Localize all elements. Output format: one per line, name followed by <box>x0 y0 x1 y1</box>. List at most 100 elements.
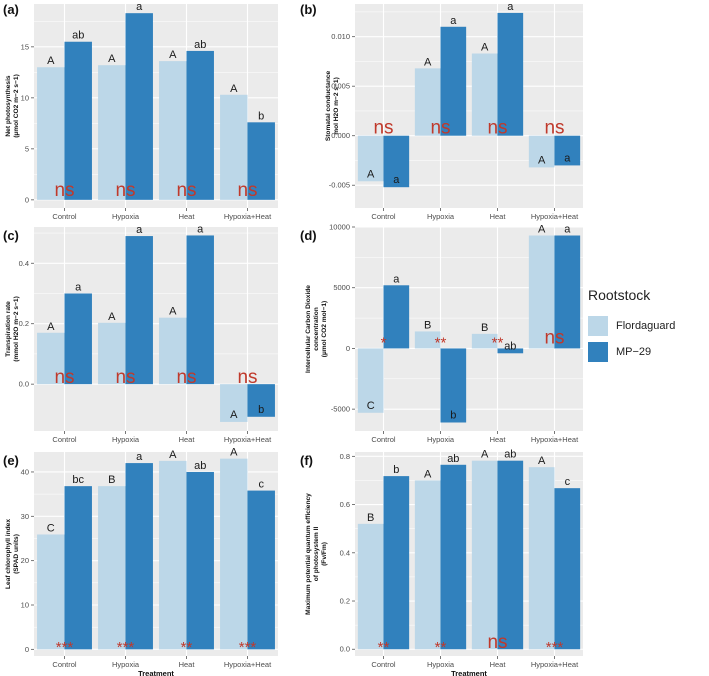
p1-letter-mp-29-hypoxia-heat: b <box>258 110 264 122</box>
p3-bar-mp-29-heat <box>186 235 214 385</box>
p2-y-tick-label: 0.005 <box>331 82 350 91</box>
p5-y-tick-label: 40 <box>21 467 29 476</box>
p4-x-tick-label-control: Control <box>371 435 396 444</box>
p5-x-tick-label-hypoxia-heat: Hypoxia+Heat <box>224 660 272 669</box>
p1-letter-flordaguard-control: A <box>47 55 55 67</box>
p2-y-axis-label: Stomatal conductancemol H2O m−2 s−1) <box>325 70 340 141</box>
p5-x-tick-label-control: Control <box>52 660 77 669</box>
p5-bar-mp-29-control <box>64 486 92 650</box>
p4-sig-heat: ** <box>492 335 504 352</box>
p6-y-tick-label: 0.2 <box>340 597 350 606</box>
p6-panel-tag: (f) <box>300 453 313 468</box>
p3-x-tick-label-hypoxia-heat: Hypoxia+Heat <box>224 435 272 444</box>
p2-bar-mp-29-hypoxia-heat <box>554 135 581 166</box>
p4-letter-flordaguard-hypoxia-heat: A <box>538 224 546 236</box>
p5-letter-mp-29-hypoxia: a <box>136 451 143 463</box>
p2-bar-mp-29-hypoxia <box>440 26 467 136</box>
p1-x-tick-label-heat: Heat <box>179 212 196 221</box>
p4-letter-mp-29-control: a <box>393 273 400 285</box>
p4-letter-mp-29-hypoxia-heat: a <box>564 224 571 236</box>
p1-letter-mp-29-hypoxia: a <box>136 1 143 13</box>
p4-x-tick-label-heat: Heat <box>490 435 507 444</box>
p6-bar-mp-29-hypoxia-heat <box>554 488 581 650</box>
p5-bar-flordaguard-hypoxia <box>98 486 126 650</box>
p1-bar-mp-29-hypoxia-heat <box>247 122 275 200</box>
p6-bar-flordaguard-hypoxia <box>414 480 441 650</box>
p5-letter-flordaguard-heat: A <box>169 449 177 461</box>
p1-letter-flordaguard-heat: A <box>169 49 177 61</box>
p3-sig-control: ns <box>54 367 74 388</box>
p3-letter-flordaguard-hypoxia-heat: A <box>230 409 238 421</box>
p5-bar-mp-29-hypoxia-heat <box>247 490 275 650</box>
p1-x-tick-label-hypoxia-heat: Hypoxia+Heat <box>224 212 272 221</box>
p6-letter-flordaguard-hypoxia-heat: A <box>538 455 546 467</box>
legend-label-flordaguard: Flordaguard <box>616 320 676 332</box>
legend-key-flordaguard <box>588 316 608 336</box>
p1-bar-flordaguard-hypoxia-heat <box>220 94 248 200</box>
p4-letter-flordaguard-control: C <box>367 400 375 412</box>
p2-x-tick-label-hypoxia-heat: Hypoxia+Heat <box>531 212 579 221</box>
p2-y-tick-label: 0.010 <box>331 32 350 41</box>
p1-sig-hypoxia-heat: ns <box>237 180 257 201</box>
p6-bar-flordaguard-control <box>357 523 384 650</box>
p5-letter-flordaguard-control: C <box>47 522 55 534</box>
p3-sig-heat: ns <box>176 367 196 388</box>
p1-panel-tag: (a) <box>3 2 19 17</box>
p4-panel-tag: (d) <box>300 228 317 243</box>
p6-letter-mp-29-hypoxia: ab <box>447 453 459 465</box>
p3-bar-mp-29-hypoxia-heat <box>247 384 275 417</box>
p2-letter-flordaguard-hypoxia-heat: A <box>538 154 546 166</box>
p3-bar-flordaguard-control <box>37 332 65 385</box>
p1-letter-mp-29-heat: ab <box>194 39 206 51</box>
p1-y-tick-label: 10 <box>21 93 29 102</box>
p4-sig-hypoxia-heat: ns <box>544 328 564 349</box>
p5-letter-mp-29-hypoxia-heat: c <box>258 479 264 491</box>
p2-letter-flordaguard-control: A <box>367 168 375 180</box>
p2-sig-hypoxia: ns <box>430 118 450 139</box>
p5-sig-hypoxia: *** <box>117 639 135 656</box>
p3-sig-hypoxia: ns <box>115 367 135 388</box>
p6-letter-flordaguard-hypoxia: A <box>424 468 432 480</box>
p4-bar-flordaguard-hypoxia <box>414 331 441 349</box>
p4-letter-mp-29-heat: ab <box>504 340 516 352</box>
p4-letter-mp-29-hypoxia: b <box>450 410 456 422</box>
p3-bar-mp-29-control <box>64 293 92 385</box>
p6-letter-mp-29-heat: ab <box>504 449 516 461</box>
p5-bar-mp-29-hypoxia <box>125 463 153 650</box>
p1-y-tick-label: 0 <box>25 195 29 204</box>
p6-sig-hypoxia: ** <box>435 639 447 656</box>
p6-letter-flordaguard-control: B <box>367 512 374 524</box>
p4-x-tick-label-hypoxia-heat: Hypoxia+Heat <box>531 435 579 444</box>
p6-y-tick-label: 0.4 <box>340 548 350 557</box>
p6-letter-flordaguard-heat: A <box>481 449 489 461</box>
p6-y-tick-label: 0.6 <box>340 500 350 509</box>
p5-y-tick-label: 0 <box>25 645 29 654</box>
p3-letter-flordaguard-hypoxia: A <box>108 311 116 323</box>
p6-letter-mp-29-hypoxia-heat: c <box>565 476 571 488</box>
p6-sig-heat: ns <box>487 632 507 653</box>
p5-sig-control: *** <box>56 639 74 656</box>
p4-sig-control: * <box>381 335 387 352</box>
p6-y-axis-label-line: (Fv/Fm) <box>321 542 328 566</box>
p5-x-axis-label: Treatment <box>138 669 174 676</box>
p1-y-axis-label: Net photosynthesis(µmol CO2 m−2 s−1) <box>5 74 20 138</box>
p3-letter-flordaguard-heat: A <box>169 306 177 318</box>
p4-bar-mp-29-hypoxia <box>440 348 467 423</box>
p3-x-tick-label-control: Control <box>52 435 77 444</box>
p4-y-axis-label: Intercellular Carbon Dioxideconcentratio… <box>305 285 328 373</box>
p1-bar-mp-29-control <box>64 41 92 200</box>
p6-bar-mp-29-heat <box>497 460 524 650</box>
p2-bar-flordaguard-control <box>357 135 384 182</box>
p5-bar-mp-29-heat <box>186 471 214 650</box>
p5-letter-flordaguard-hypoxia-heat: A <box>230 447 238 459</box>
p1-sig-hypoxia: ns <box>115 180 135 201</box>
p1-bar-mp-29-heat <box>186 50 214 200</box>
p5-panel-tag: (e) <box>3 453 19 468</box>
p1-letter-flordaguard-hypoxia: A <box>108 53 116 65</box>
p6-x-tick-label-hypoxia: Hypoxia <box>427 660 455 669</box>
p5-y-tick-label: 30 <box>21 512 29 521</box>
p4-letter-flordaguard-heat: B <box>481 322 488 334</box>
p3-letter-mp-29-hypoxia-heat: b <box>258 404 264 416</box>
p4-sig-hypoxia: ** <box>435 335 447 352</box>
p3-bar-flordaguard-hypoxia <box>98 322 126 385</box>
